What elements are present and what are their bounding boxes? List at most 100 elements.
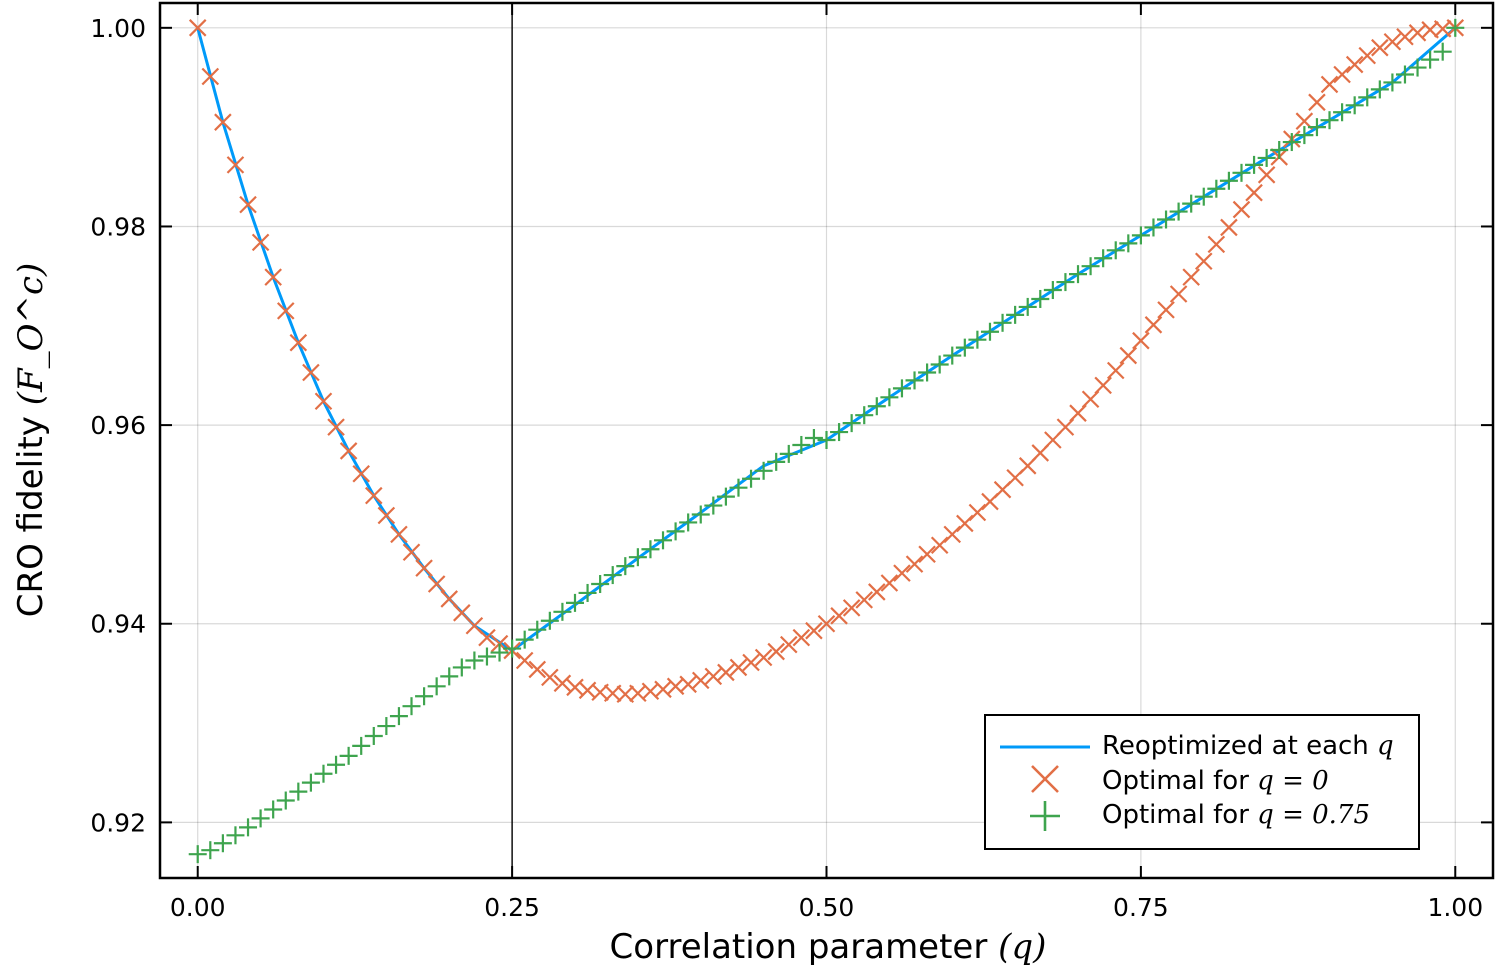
x-marker-stroke: [930, 536, 949, 555]
plus-marker-point: [289, 782, 308, 801]
x-marker-point: [302, 363, 320, 382]
plus-marker-point: [578, 583, 597, 602]
plus-marker-point: [1383, 73, 1402, 92]
x-axis-title-text: Correlation parameter: [610, 927, 988, 967]
legend-label-optimal-q0: Optimal for q = 0: [1102, 766, 1329, 796]
x-marker-point: [214, 113, 232, 131]
x-marker-stroke: [880, 574, 899, 592]
x-marker-stroke: [1433, 20, 1452, 38]
legend-label-optimal-q0-math: q = 0: [1257, 766, 1329, 796]
plus-marker-point: [477, 647, 496, 666]
plus-marker-point: [628, 548, 647, 567]
x-marker-stroke: [1119, 346, 1138, 365]
plus-marker-point: [1320, 111, 1339, 130]
x-marker-stroke: [691, 671, 710, 690]
x-marker-stroke: [214, 113, 232, 131]
x-marker-stroke: [402, 543, 421, 562]
x-marker-stroke: [1396, 27, 1414, 46]
x-marker-stroke: [302, 363, 320, 382]
x-marker-point: [1345, 55, 1364, 74]
plus-marker-point: [993, 313, 1012, 332]
x-marker-stroke: [754, 648, 773, 667]
x-marker-stroke: [415, 559, 433, 577]
plus-marker-point: [1245, 155, 1264, 174]
x-marker-point: [201, 67, 220, 86]
plus-marker-point: [754, 461, 773, 480]
plus-marker-point: [716, 487, 735, 506]
x-marker-stroke: [616, 685, 635, 704]
x-marker-stroke: [779, 635, 798, 654]
x-marker-point: [402, 543, 421, 562]
x-marker-stroke: [1308, 93, 1326, 112]
x-marker-stroke: [1345, 55, 1364, 74]
x-marker-point: [679, 675, 697, 694]
x-marker-point: [1257, 166, 1276, 184]
x-marker-point: [1194, 252, 1213, 271]
plus-marker-point: [1018, 297, 1037, 316]
plus-marker-point: [679, 513, 698, 532]
plus-marker-point: [264, 800, 283, 819]
series-2: [188, 18, 1465, 864]
x-marker-stroke: [352, 464, 370, 483]
x-marker-stroke: [943, 525, 962, 544]
x-tick-label: 0.75: [1113, 893, 1169, 922]
x-marker-stroke: [339, 442, 358, 460]
plus-marker-point: [465, 651, 484, 670]
x-marker-stroke: [1094, 376, 1112, 395]
x-marker-stroke: [1358, 46, 1377, 65]
x-marker-point: [1207, 235, 1226, 254]
plus-marker-point: [654, 531, 673, 550]
plus-marker-point: [452, 658, 471, 677]
legend-label-reoptimized: Reoptimized at each q: [1102, 731, 1394, 761]
plus-marker-point: [1031, 289, 1050, 308]
x-marker-point: [805, 621, 823, 640]
x-marker-stroke: [427, 575, 446, 593]
x-marker-stroke: [264, 268, 282, 286]
legend-label-reoptimized-text: Reoptimized at each: [1102, 731, 1369, 761]
x-marker-point: [918, 545, 936, 563]
plus-marker-point: [213, 834, 232, 853]
plus-marker-point: [779, 444, 798, 463]
x-marker-point: [729, 658, 748, 677]
x-marker-stroke: [641, 682, 660, 701]
plus-marker-point: [327, 755, 346, 774]
x-marker-point: [289, 333, 308, 352]
x-marker-stroke: [440, 590, 459, 608]
x-marker-stroke: [629, 684, 647, 703]
x-axis-title-math: (q): [998, 927, 1046, 967]
plus-marker-point: [1282, 133, 1301, 152]
legend-plus-marker-swatch: [1030, 801, 1060, 831]
x-marker-point: [767, 642, 785, 661]
x-marker-point: [1320, 75, 1339, 94]
y-tick-label: 0.96: [90, 411, 146, 440]
x-marker-stroke: [201, 67, 220, 86]
x-marker-point: [1371, 38, 1389, 57]
x-marker-point: [415, 559, 433, 577]
x-marker-point: [478, 628, 496, 647]
plus-marker-point: [1370, 80, 1389, 99]
plus-marker-point: [880, 388, 899, 407]
plus-marker-point: [842, 414, 861, 433]
legend-label-optimal-q0-text: Optimal for: [1102, 766, 1249, 796]
legend-label-reoptimized-math: q: [1377, 731, 1394, 761]
x-marker-stroke: [792, 628, 811, 647]
plus-marker-point: [239, 818, 258, 837]
plus-marker-point: [1169, 202, 1188, 221]
y-tick-label: 0.92: [90, 808, 146, 837]
plus-marker-point: [1270, 140, 1289, 159]
plus-marker-point: [1157, 210, 1176, 229]
series-group: [188, 18, 1465, 864]
x-marker-point: [855, 591, 874, 609]
x-marker-point: [515, 651, 534, 670]
plus-marker-point: [226, 826, 245, 845]
plus-marker-point: [1194, 187, 1213, 206]
x-marker-stroke: [188, 19, 207, 37]
x-marker-point: [390, 525, 408, 544]
x-marker-stroke: [893, 564, 911, 582]
plus-marker-point: [1358, 88, 1377, 107]
x-marker-point: [968, 503, 987, 522]
x-marker-stroke: [1333, 65, 1351, 84]
x-marker-stroke: [654, 680, 672, 699]
x-marker-point: [276, 302, 295, 320]
x-axis-title: Correlation parameter (q): [610, 927, 1047, 967]
